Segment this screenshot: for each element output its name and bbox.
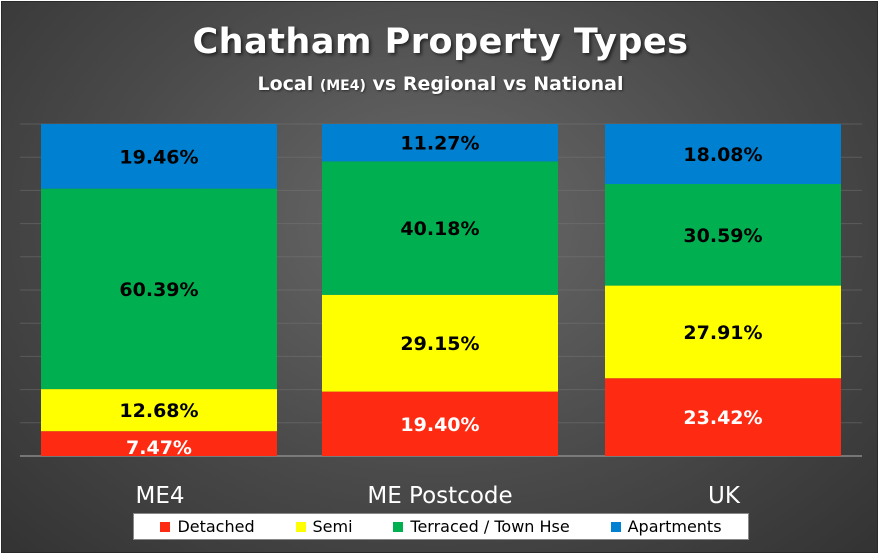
category-label: UK <box>708 483 741 509</box>
data-label: 12.68% <box>119 400 198 422</box>
data-label: 60.39% <box>119 279 198 301</box>
bar-terraced-town-hse-me4 <box>41 188 277 390</box>
legend-label: Semi <box>312 517 353 536</box>
chart-subtitle: Local (ME4) vs Regional vs National <box>0 73 881 95</box>
data-label: 19.46% <box>119 146 198 168</box>
legend-item: Terraced / Town Hse <box>393 517 570 536</box>
bar-semi-me-postcode <box>322 294 558 392</box>
data-label: 23.42% <box>683 407 762 429</box>
bar-apartments-me-postcode <box>322 124 558 162</box>
data-label: 27.91% <box>683 322 762 344</box>
category-label: ME4 <box>135 483 184 509</box>
data-label: 19.40% <box>400 414 479 436</box>
bar-terraced-town-hse-uk <box>605 184 841 286</box>
legend-label: Detached <box>177 517 255 536</box>
bar-apartments-uk <box>605 124 841 185</box>
data-label: 40.18% <box>400 218 479 240</box>
bar-semi-me4 <box>41 389 277 432</box>
legend-swatch <box>295 521 306 532</box>
data-label: 30.59% <box>683 225 762 247</box>
subtitle-small: (ME4) <box>319 78 366 94</box>
legend-swatch <box>160 521 171 532</box>
bar-semi-uk <box>605 285 841 379</box>
bar-detached-uk <box>605 378 841 456</box>
data-label: 18.08% <box>683 144 762 166</box>
legend-swatch <box>393 521 404 532</box>
legend-label: Terraced / Town Hse <box>410 517 570 536</box>
bar-detached-me4 <box>41 431 277 456</box>
legend-label: Apartments <box>627 517 722 536</box>
data-label: 29.15% <box>400 333 479 355</box>
data-label: 11.27% <box>400 133 479 155</box>
chart-legend: Detached Semi Terraced / Town Hse Apartment… <box>133 513 749 540</box>
data-label: 7.47% <box>126 437 192 459</box>
legend-swatch <box>610 521 621 532</box>
bar-detached-me-postcode <box>322 391 558 456</box>
subtitle-prefix: Local <box>257 73 320 95</box>
subtitle-suffix: vs Regional vs National <box>365 73 624 95</box>
bar-apartments-me4 <box>41 124 277 189</box>
legend-item: Apartments <box>610 517 722 536</box>
legend-item: Detached <box>160 517 255 536</box>
chart-title: Chatham Property Types <box>192 22 689 62</box>
category-label: ME Postcode <box>367 483 512 509</box>
legend-item: Semi <box>295 517 353 536</box>
bar-terraced-town-hse-me-postcode <box>322 161 558 295</box>
